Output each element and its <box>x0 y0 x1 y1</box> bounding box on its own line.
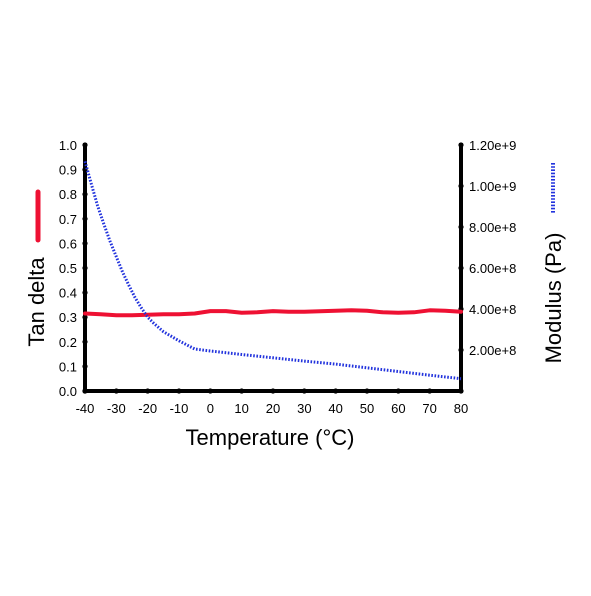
x-tick-mark <box>207 388 213 394</box>
left-y-tick-mark <box>82 265 88 271</box>
x-tick-mark <box>333 388 339 394</box>
x-tick-label: 30 <box>297 401 311 416</box>
x-tick-mark <box>458 388 464 394</box>
left-y-tick-label: 0.8 <box>59 187 77 202</box>
right-y-tick-label: 2.00e+8 <box>469 343 516 358</box>
right-y-tick-label: 8.00e+8 <box>469 220 516 235</box>
left-y-tick-label: 0.1 <box>59 359 77 374</box>
x-tick-mark <box>301 388 307 394</box>
right-y-tick-label: 1.20e+9 <box>469 138 516 153</box>
right-y-tick-label: 1.00e+9 <box>469 179 516 194</box>
left-y-tick-mark <box>82 191 88 197</box>
left-y-tick-label: 0.0 <box>59 384 77 399</box>
left-y-tick-mark <box>82 216 88 222</box>
x-tick-label: -10 <box>170 401 189 416</box>
x-tick-label: 60 <box>391 401 405 416</box>
legend-swatches <box>35 163 555 243</box>
right-y-tick-mark <box>458 142 464 148</box>
right-y-tick-mark <box>458 224 464 230</box>
x-tick-mark <box>239 388 245 394</box>
x-tick-mark <box>113 388 119 394</box>
right-y-tick-mark <box>458 183 464 189</box>
series-layer <box>83 160 463 381</box>
left-y-tick-mark <box>82 388 88 394</box>
x-tick-mark <box>427 388 433 394</box>
left-y-tick-label: 0.3 <box>59 310 77 325</box>
x-tick-label: 70 <box>422 401 436 416</box>
right-y-tick-mark <box>458 265 464 271</box>
right-y-tick-label: 4.00e+8 <box>469 302 516 317</box>
right-y-tick-mark <box>458 347 464 353</box>
left-y-tick-mark <box>82 290 88 296</box>
x-tick-mark <box>364 388 370 394</box>
left-y-axis-title: Tan delta <box>24 257 49 347</box>
left-y-tick-mark <box>82 142 88 148</box>
left-y-tick-mark <box>82 314 88 320</box>
x-tick-label: 40 <box>328 401 342 416</box>
x-axis-title: Temperature (°C) <box>186 425 355 450</box>
x-tick-label: 50 <box>360 401 374 416</box>
x-tick-label: 10 <box>234 401 248 416</box>
x-tick-label: -20 <box>138 401 157 416</box>
left-y-tick-mark <box>82 363 88 369</box>
series-line-modulus <box>83 160 462 381</box>
left-y-tick-mark <box>82 240 88 246</box>
x-tick-label: 0 <box>207 401 214 416</box>
left-y-tick-label: 0.9 <box>59 163 77 178</box>
left-y-tick-label: 0.7 <box>59 212 77 227</box>
x-tick-label: 80 <box>454 401 468 416</box>
right-y-axis-title: Modulus (Pa) <box>541 233 566 364</box>
labels: Temperature (°C) Tan delta Modulus (Pa) <box>24 233 566 450</box>
left-y-tick-label: 1.0 <box>59 138 77 153</box>
x-tick-label: 20 <box>266 401 280 416</box>
x-tick-mark <box>176 388 182 394</box>
left-y-tick-label: 0.4 <box>59 286 77 301</box>
x-tick-mark <box>145 388 151 394</box>
left-y-tick-label: 0.2 <box>59 335 77 350</box>
x-tick-label: -30 <box>107 401 126 416</box>
right-y-tick-label: 6.00e+8 <box>469 261 516 276</box>
left-y-tick-mark <box>82 339 88 345</box>
x-tick-label: -40 <box>76 401 95 416</box>
x-tick-mark <box>395 388 401 394</box>
axes: -40 -30 -20 -10 0 10 20 30 40 50 60 70 80 0.0 0.1 0.2 0.… <box>59 138 516 416</box>
series-line-tan-delta <box>83 308 463 318</box>
left-y-tick-label: 0.5 <box>59 261 77 276</box>
left-y-tick-label: 0.6 <box>59 236 77 251</box>
x-tick-mark <box>270 388 276 394</box>
